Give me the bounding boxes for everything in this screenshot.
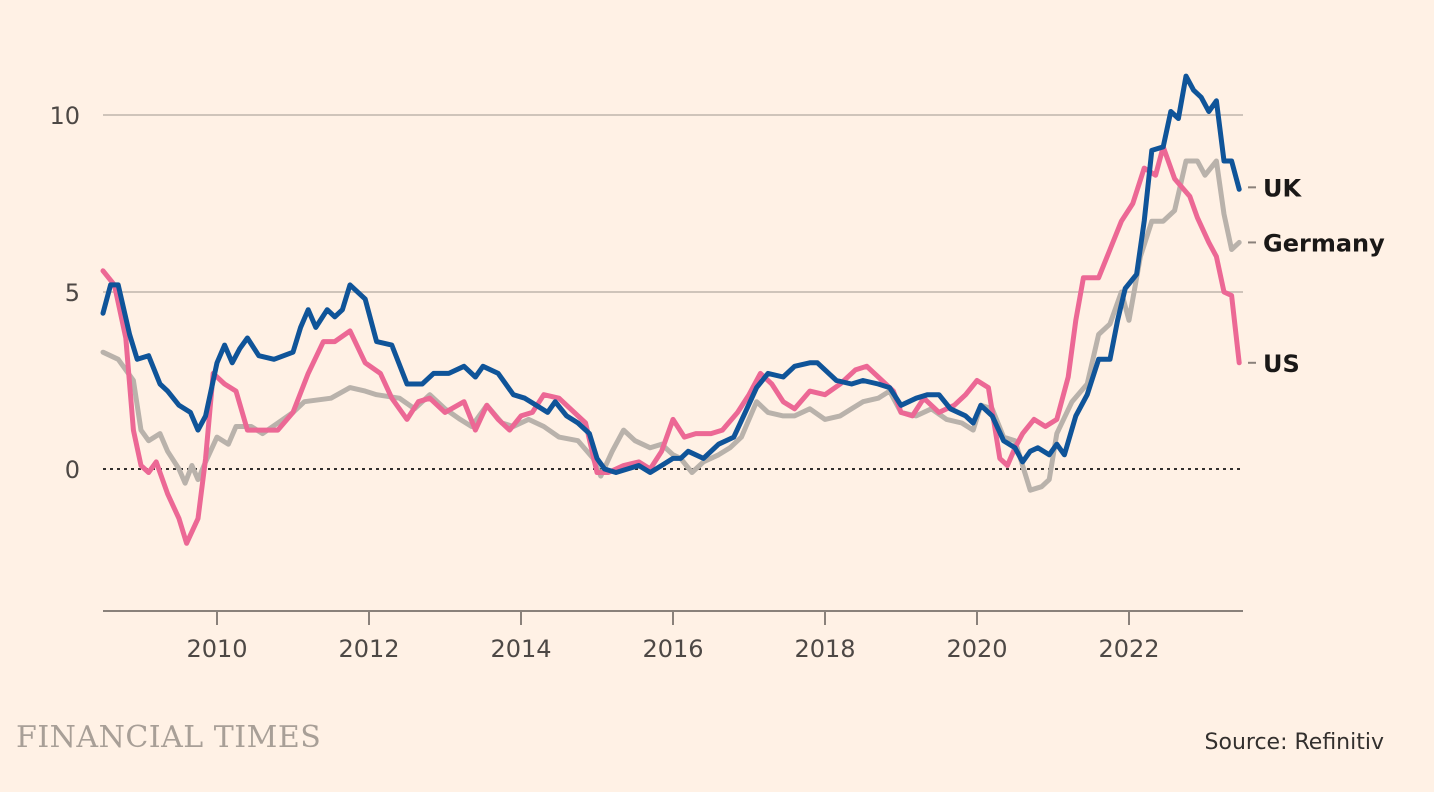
x-tick-label: 2022	[1098, 635, 1159, 663]
y-tick-label: 5	[65, 279, 80, 307]
series-lines	[100, 73, 1242, 546]
y-gridlines	[103, 114, 1243, 293]
series-label-uk: UK	[1263, 174, 1302, 202]
series-direct-labels: UK Germany US	[1248, 174, 1385, 378]
x-tick-label: 2020	[946, 635, 1007, 663]
ft-brand-logo: FINANCIAL TIMES	[16, 720, 322, 755]
x-tick-label: 2018	[794, 635, 855, 663]
source-note: Source: Refinitiv	[1204, 730, 1384, 755]
x-tick-label: 2012	[338, 635, 399, 663]
x-axis: 2010 2012 2014 2016 2018 2020 2022	[103, 610, 1243, 663]
x-tick-label: 2014	[490, 635, 551, 663]
y-tick-label: 0	[65, 456, 80, 484]
series-line-us	[100, 144, 1242, 546]
y-axis-ticks: 0 5 10	[49, 102, 80, 484]
y-tick-label: 10	[49, 102, 80, 130]
series-label-us: US	[1263, 350, 1300, 378]
x-tick-label: 2010	[186, 635, 247, 663]
series-line-uk	[100, 73, 1242, 475]
x-tick-label: 2016	[642, 635, 703, 663]
series-label-germany: Germany	[1263, 229, 1385, 257]
